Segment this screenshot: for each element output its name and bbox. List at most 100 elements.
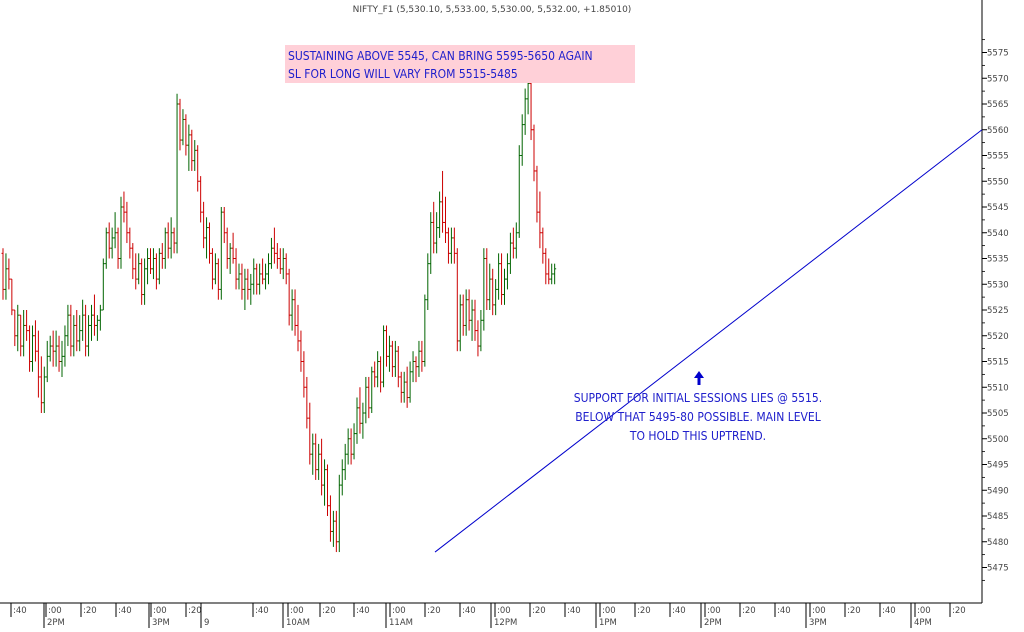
ohlc-bar <box>500 253 504 305</box>
ohlc-bar <box>293 289 297 336</box>
ohlc-bar <box>48 335 52 362</box>
x-minor-label: :00 <box>290 606 304 616</box>
ohlc-bar <box>258 263 262 295</box>
y-tick-label: 5495 <box>987 461 1009 471</box>
x-minor-label: :20 <box>322 606 336 616</box>
ohlc-bar <box>107 222 111 259</box>
ohlc-bar <box>140 258 144 305</box>
ohlc-bar <box>87 315 91 357</box>
y-tick-label: 5550 <box>987 177 1009 187</box>
trendline-layer <box>434 129 983 553</box>
y-tick-label: 5480 <box>987 538 1009 548</box>
ohlc-bar <box>234 248 238 290</box>
ohlc-bar <box>349 428 353 465</box>
ohlc-bar <box>417 340 421 377</box>
ohlc-bar <box>541 227 545 264</box>
ohlc-bar <box>172 227 176 254</box>
x-axis: :40:00:20:40:00:20:40:00:20:40:00:20:40:… <box>10 603 966 628</box>
ohlc-bar <box>219 207 223 300</box>
ohlc-bar <box>249 273 253 305</box>
annotation-box <box>285 45 635 83</box>
ohlc-bar <box>90 304 93 341</box>
ohlc-bar <box>131 243 135 280</box>
ohlc-bar <box>473 299 477 341</box>
ohlc-bar <box>346 428 350 465</box>
ohlc-bar <box>134 253 138 290</box>
ohlc-bar <box>382 325 386 388</box>
ohlc-bar <box>281 248 285 280</box>
ohlc-bar <box>352 423 356 460</box>
x-major-label: 12PM <box>494 618 517 628</box>
ohlc-bar <box>54 330 58 367</box>
ohlc-bar <box>426 253 430 310</box>
ohlc-bar <box>488 263 492 310</box>
ohlc-bar <box>387 335 391 372</box>
x-major-label: 11AM <box>389 618 413 628</box>
ohlc-bar <box>441 170 445 233</box>
annotation-text: SUSTAINING ABOVE 5545, CAN BRING 5595-56… <box>288 49 593 63</box>
x-major-label: 3PM <box>152 618 170 628</box>
y-tick-label: 5500 <box>987 435 1009 445</box>
ohlc-bar <box>202 201 206 249</box>
ohlc-bar <box>340 459 344 496</box>
x-minor-label: :40 <box>777 606 791 616</box>
ohlc-bar <box>178 98 182 151</box>
ohlc-bar <box>408 361 412 403</box>
ohlc-bar <box>435 212 439 254</box>
chart-title: NIFTY_F1 (5,530.10, 5,533.00, 5,530.00, … <box>353 5 632 15</box>
ohlc-bar <box>31 325 34 372</box>
ohlc-bar <box>98 304 102 331</box>
ohlc-bar <box>491 268 495 316</box>
ohlc-bar <box>423 294 427 367</box>
ohlc-bar <box>4 253 8 300</box>
ohlc-bar <box>364 376 368 424</box>
x-minor-label: :40 <box>13 606 27 616</box>
ohlc-bar <box>520 114 524 166</box>
ohlc-bar <box>326 464 329 516</box>
x-major-label: 3PM <box>809 618 827 628</box>
ohlc-bar <box>355 397 359 444</box>
x-major-label: 2PM <box>47 618 65 628</box>
ohlc-bar <box>225 227 229 269</box>
ohlc-bar <box>544 248 548 285</box>
x-major-label: 10AM <box>286 618 310 628</box>
ohlc-bar <box>199 176 203 223</box>
ohlc-bar <box>290 289 294 331</box>
x-major-label: 1PM <box>599 618 617 628</box>
ohlc-bar <box>205 217 209 259</box>
ohlc-bar <box>246 268 250 300</box>
ohlc-bar <box>104 227 108 269</box>
y-tick-label: 5525 <box>987 306 1009 316</box>
ohlc-bar <box>379 356 383 393</box>
ohlc-bar <box>113 212 117 249</box>
ohlc-bar <box>446 227 450 264</box>
ohlc-bar <box>36 330 40 398</box>
ohlc-bar <box>529 73 533 141</box>
ohlc-bar <box>57 335 61 372</box>
ohlc-bar <box>125 201 129 244</box>
ohlc-bar <box>455 248 459 352</box>
ohlc-bar <box>116 227 120 269</box>
ohlc-bar <box>222 207 226 244</box>
ohlc-bar <box>278 248 282 274</box>
ohlc-bar <box>414 356 418 383</box>
ohlc-bar <box>237 263 241 290</box>
y-tick-label: 5475 <box>987 564 1009 574</box>
ohlc-bar <box>396 346 400 388</box>
ohlc-bar <box>60 340 64 377</box>
ohlc-bar <box>479 310 483 352</box>
x-minor-label: :20 <box>427 606 441 616</box>
ohlc-bar <box>190 129 194 171</box>
x-minor-label: :40 <box>356 606 370 616</box>
y-tick-label: 5555 <box>987 152 1009 162</box>
ohlc-bar <box>476 320 480 357</box>
ohlc-bar <box>137 253 141 285</box>
ohlc-bar <box>420 340 424 372</box>
ohlc-bar <box>470 299 474 341</box>
ohlc-bar <box>320 438 324 496</box>
ohlc-bar <box>299 330 303 372</box>
ohlc-bar <box>166 222 170 259</box>
ohlc-bar <box>157 248 161 285</box>
y-tick-label: 5530 <box>987 280 1009 290</box>
ohlc-bar <box>458 294 462 352</box>
